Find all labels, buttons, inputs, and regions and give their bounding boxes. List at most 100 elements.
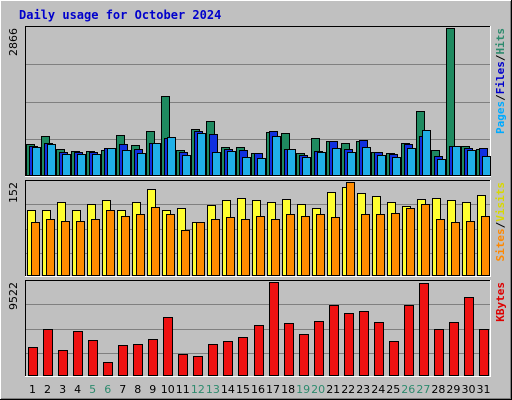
hits-panel-bar-pages-day-5 bbox=[92, 154, 101, 176]
visits-panel-bar-sites-day-23 bbox=[361, 214, 370, 276]
hits-panel-bar-pages-day-1 bbox=[32, 147, 41, 176]
hits-panel-legend: Pages/Files/Hits bbox=[494, 28, 507, 134]
kbytes-panel-bar-kbytes-day-12 bbox=[193, 356, 203, 376]
kbytes-panel-bar-kbytes-day-10 bbox=[163, 317, 173, 376]
kbytes-panel-bar-kbytes-day-8 bbox=[133, 344, 143, 376]
visits-panel-bar-sites-day-4 bbox=[76, 221, 85, 276]
day-label-27: 27 bbox=[416, 383, 430, 396]
hits-panel: 2866 Pages/Files/Hits bbox=[7, 26, 507, 177]
hits-panel-bar-pages-day-26 bbox=[407, 148, 416, 176]
visits-panel-bar-sites-day-11 bbox=[181, 230, 190, 276]
visits-panel-bar-sites-day-24 bbox=[376, 214, 385, 276]
day-label-8: 8 bbox=[134, 383, 141, 396]
hits-panel-bar-pages-day-3 bbox=[62, 154, 71, 176]
kbytes-panel-bar-kbytes-day-3 bbox=[58, 350, 68, 376]
day-labels: 1 2 3 4 5 6 7 8 9 10 11 12 13 14 15 16 17 18 19 20 21 22 23 24 2… bbox=[29, 383, 491, 396]
day-label-24: 24 bbox=[371, 383, 385, 396]
kbytes-panel-bar-kbytes-day-9 bbox=[148, 339, 158, 376]
kbytes-panel-bar-kbytes-day-4 bbox=[73, 331, 83, 376]
visits-panel-bar-sites-day-30 bbox=[466, 221, 475, 276]
day-label-25: 25 bbox=[386, 383, 400, 396]
hits-panel-bar-pages-day-19 bbox=[302, 157, 311, 176]
hits-panel-legend-item: / bbox=[494, 94, 507, 101]
kbytes-panel-series-kbytes bbox=[28, 282, 489, 376]
day-label-19: 19 bbox=[296, 383, 310, 396]
visits-panel-legend-item: Sites bbox=[494, 228, 507, 261]
hits-panel-bar-pages-day-14 bbox=[227, 151, 236, 176]
visits-panel-bar-sites-day-7 bbox=[121, 216, 130, 276]
visits-panel-bar-sites-day-14 bbox=[226, 217, 235, 276]
hits-panel-bar-pages-day-28 bbox=[437, 159, 446, 176]
day-label-23: 23 bbox=[356, 383, 370, 396]
hits-panel-bar-pages-day-29 bbox=[452, 146, 461, 176]
visits-panel-bar-sites-day-12 bbox=[196, 222, 205, 276]
visits-panel-bar-sites-day-1 bbox=[31, 222, 40, 276]
hits-panel-bar-pages-day-25 bbox=[392, 157, 401, 176]
hits-panel-bar-pages-day-27 bbox=[422, 130, 431, 176]
hits-panel-legend-item: Pages bbox=[494, 101, 507, 134]
kbytes-panel-bar-kbytes-day-17 bbox=[269, 282, 279, 376]
hits-panel-legend-item: / bbox=[494, 54, 507, 61]
hits-panel-bar-pages-day-12 bbox=[197, 133, 206, 176]
visits-panel-bar-sites-day-15 bbox=[241, 219, 250, 276]
kbytes-panel-bar-kbytes-day-7 bbox=[118, 345, 128, 376]
kbytes-panel-bar-kbytes-day-14 bbox=[223, 341, 233, 376]
hits-panel-bar-pages-day-8 bbox=[137, 153, 146, 176]
visits-panel-bar-sites-day-27 bbox=[421, 204, 430, 276]
kbytes-panel-bar-kbytes-day-6 bbox=[103, 362, 113, 376]
kbytes-panel-bar-kbytes-day-23 bbox=[359, 311, 369, 376]
visits-panel-bar-sites-day-22 bbox=[346, 182, 355, 276]
visits-panel-max-label: 152 bbox=[7, 182, 20, 203]
day-label-16: 16 bbox=[251, 383, 265, 396]
day-label-17: 17 bbox=[266, 383, 280, 396]
kbytes-panel-bar-kbytes-day-21 bbox=[329, 305, 339, 376]
visits-panel-bar-sites-day-28 bbox=[436, 219, 445, 276]
hits-panel-bar-pages-day-30 bbox=[467, 150, 476, 176]
hits-panel-bar-pages-day-22 bbox=[347, 152, 356, 176]
hits-panel-bar-pages-day-15 bbox=[242, 157, 251, 176]
kbytes-panel-bar-kbytes-day-28 bbox=[434, 329, 444, 376]
visits-panel-series-sites bbox=[31, 182, 490, 276]
day-label-4: 4 bbox=[74, 383, 81, 396]
kbytes-panel-legend: KBytes bbox=[494, 282, 507, 322]
day-label-18: 18 bbox=[281, 383, 295, 396]
hits-panel-bar-pages-day-7 bbox=[122, 150, 131, 176]
hits-panel-bar-pages-day-20 bbox=[317, 152, 326, 176]
day-label-5: 5 bbox=[89, 383, 96, 396]
visits-panel-bar-sites-day-6 bbox=[106, 210, 115, 276]
hits-panel-bar-pages-day-13 bbox=[212, 152, 221, 176]
hits-panel-bar-pages-day-4 bbox=[77, 154, 86, 176]
visits-panel-bar-sites-day-29 bbox=[451, 222, 460, 276]
day-label-30: 30 bbox=[462, 383, 476, 396]
kbytes-panel-bar-kbytes-day-24 bbox=[374, 322, 384, 376]
hits-panel-max-label: 2866 bbox=[7, 28, 20, 56]
kbytes-panel-bar-kbytes-day-26 bbox=[404, 305, 414, 376]
day-label-26: 26 bbox=[401, 383, 415, 396]
visits-panel-bar-sites-day-26 bbox=[406, 208, 415, 276]
visits-panel-bar-sites-day-5 bbox=[91, 219, 100, 276]
kbytes-panel-bar-kbytes-day-11 bbox=[178, 354, 188, 376]
hits-panel-bar-pages-day-17 bbox=[272, 136, 281, 176]
visits-panel-bar-sites-day-31 bbox=[481, 216, 490, 276]
hits-panel-bar-pages-day-6 bbox=[107, 148, 116, 176]
day-label-2: 2 bbox=[44, 383, 51, 396]
kbytes-panel-bar-kbytes-day-5 bbox=[88, 340, 98, 376]
kbytes-panel-legend-item: KBytes bbox=[494, 282, 507, 322]
day-label-13: 13 bbox=[206, 383, 220, 396]
hits-panel-bar-pages-day-16 bbox=[257, 158, 266, 176]
hits-panel-bar-pages-day-2 bbox=[47, 144, 56, 176]
hits-panel-series-pages bbox=[32, 130, 491, 176]
kbytes-panel-bar-kbytes-day-30 bbox=[464, 297, 474, 376]
hits-panel-legend-item: Files bbox=[494, 61, 507, 94]
hits-panel-bar-pages-day-18 bbox=[287, 149, 296, 176]
kbytes-panel-bar-kbytes-day-27 bbox=[419, 283, 429, 376]
visits-panel-bar-sites-day-19 bbox=[301, 216, 310, 276]
visits-panel-bar-sites-day-3 bbox=[61, 221, 70, 276]
kbytes-panel-bar-kbytes-day-22 bbox=[344, 313, 354, 376]
hits-panel-bar-pages-day-23 bbox=[362, 147, 371, 176]
day-label-10: 10 bbox=[161, 383, 175, 396]
day-label-20: 20 bbox=[311, 383, 325, 396]
kbytes-panel-bar-kbytes-day-29 bbox=[449, 322, 459, 376]
hits-panel-bar-pages-day-21 bbox=[332, 148, 341, 176]
